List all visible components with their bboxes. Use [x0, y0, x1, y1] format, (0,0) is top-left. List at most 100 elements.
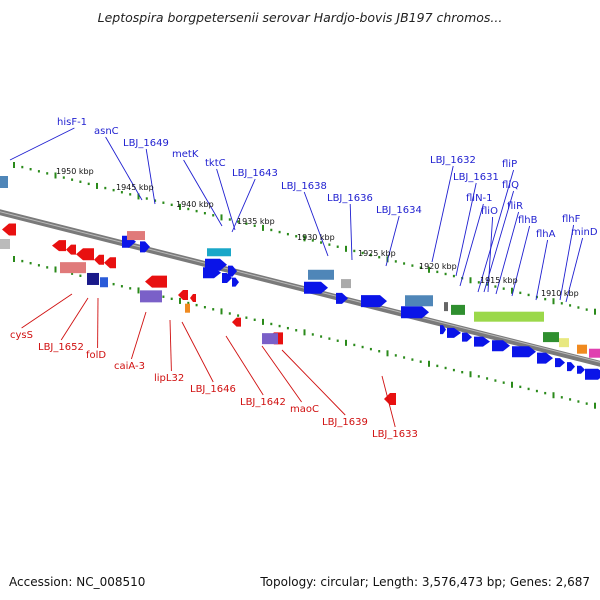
forward-gene [222, 273, 232, 284]
tick-mark [295, 329, 298, 332]
tick-mark [328, 243, 331, 246]
tick-mark [444, 366, 447, 370]
forward-gene-label: metK [172, 149, 199, 160]
leader-line [9, 127, 75, 161]
feature-block [100, 277, 108, 288]
tick-mark [112, 282, 115, 286]
tick-mark [179, 203, 181, 210]
tick-mark [71, 272, 74, 275]
tick-mark [469, 371, 472, 378]
leader-line [21, 293, 73, 329]
feature-block [127, 231, 145, 241]
forward-gene-label: LBJ_1636 [327, 193, 373, 204]
leader-line [477, 169, 515, 293]
tick-mark [21, 165, 24, 169]
forward-gene-label: LBJ_1631 [453, 172, 499, 183]
tick-mark [569, 304, 572, 307]
tick-mark [212, 214, 215, 217]
reverse-gene [145, 275, 167, 288]
tick-mark [519, 291, 522, 295]
forward-gene [537, 352, 553, 364]
tick-mark [87, 182, 90, 186]
tick-mark [494, 285, 497, 288]
tick-mark [320, 335, 323, 338]
tick-mark [577, 400, 580, 403]
leader-line [225, 335, 264, 396]
tick-label: 1910 kbp [541, 289, 579, 298]
reverse-gene-label: LBJ_1646 [190, 384, 236, 395]
leader-line [535, 239, 549, 301]
tick-mark [560, 302, 563, 305]
tick-mark [403, 262, 406, 265]
feature-block [87, 272, 99, 285]
tick-mark [270, 322, 273, 326]
leader-line [130, 311, 147, 360]
leader-line [216, 168, 236, 231]
tick-label: 1925 kbp [358, 249, 396, 258]
tick-mark [13, 256, 15, 262]
tick-mark [37, 170, 40, 173]
tick-mark [436, 270, 439, 274]
tick-mark [502, 381, 505, 384]
feature-block [60, 262, 86, 274]
reverse-gene-label: cysS [10, 330, 33, 341]
reverse-gene [384, 392, 396, 405]
tick-mark [394, 354, 397, 357]
tick-mark [228, 312, 231, 315]
tick-mark [253, 318, 256, 321]
tick-mark [452, 274, 455, 278]
tick-mark [154, 199, 157, 202]
gene-features [0, 176, 600, 405]
chromosome-backbone [0, 209, 600, 367]
forward-gene-label: LBJ_1634 [376, 205, 422, 216]
tick-label: 1930 kbp [297, 233, 335, 242]
tick-mark [311, 239, 314, 242]
reverse-gene [2, 223, 16, 236]
tick-mark [577, 306, 580, 309]
tick-mark [560, 396, 563, 399]
tick-label: 1945 kbp [116, 183, 154, 192]
feature-block [0, 176, 8, 188]
tick-mark [129, 287, 132, 290]
tick-mark [361, 345, 364, 349]
forward-gene [228, 265, 237, 277]
tick-mark [220, 308, 223, 315]
tick-mark [320, 241, 323, 244]
tick-mark [137, 193, 140, 200]
tick-mark [353, 343, 356, 347]
tick-mark [585, 402, 588, 405]
tick-mark [187, 301, 190, 305]
leader-line [231, 178, 256, 233]
feature-block [341, 279, 351, 289]
tick-mark [436, 364, 439, 368]
forward-gene-label: asnC [94, 126, 119, 137]
tick-labels: 1950 kbp 1945 kbp 1940 kbp 1935 kbp 1930 kbp… [56, 167, 579, 298]
tick-mark [353, 249, 356, 253]
tick-mark [112, 188, 115, 192]
tick-mark [245, 316, 248, 319]
feature-block [451, 304, 465, 315]
leader-line [169, 319, 172, 372]
forward-gene-label: minD [571, 227, 598, 238]
tick-mark [345, 245, 347, 252]
forward-gene [585, 368, 600, 380]
tick-mark [278, 230, 281, 234]
tick-mark [428, 360, 430, 367]
tick-mark [527, 293, 530, 297]
tick-mark [544, 391, 547, 395]
tick-mark [594, 308, 596, 315]
backbone-highlight [0, 211, 600, 363]
tick-mark [303, 235, 306, 242]
feature-block [405, 295, 433, 307]
leader-line [431, 165, 454, 263]
tick-mark [104, 186, 107, 190]
forward-gene-label: hisF-1 [57, 117, 87, 128]
leader-line [495, 211, 520, 295]
forward-gene [336, 292, 348, 304]
tick-mark [336, 245, 339, 248]
tick-mark [502, 287, 505, 290]
tick-mark [46, 172, 49, 175]
forward-gene [474, 336, 490, 347]
reverse-gene-label: LBJ_1642 [240, 397, 286, 408]
leader-line [261, 345, 302, 403]
